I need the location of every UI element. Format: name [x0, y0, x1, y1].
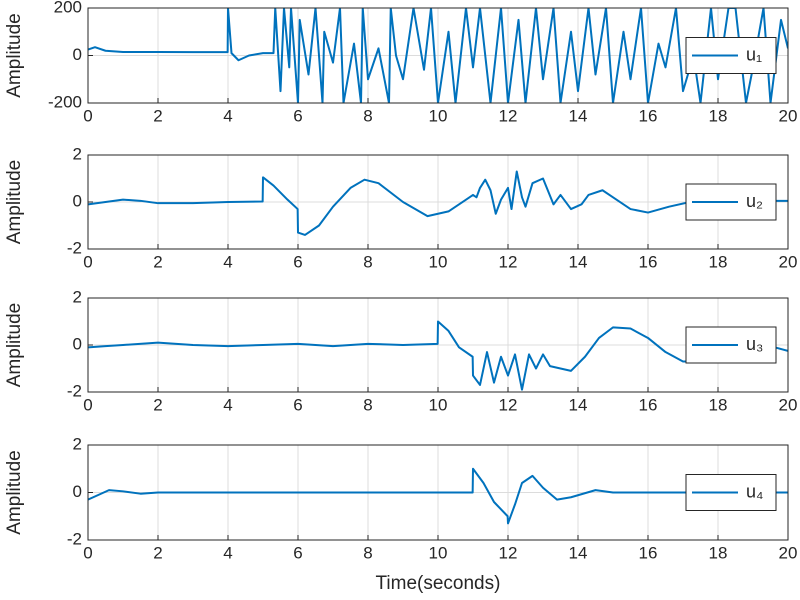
y-axis-label: Amplitude [4, 303, 25, 388]
data-line [88, 8, 788, 103]
y-tick-label: 2 [73, 434, 82, 453]
x-tick-label: 8 [363, 252, 372, 271]
data-line [88, 170, 788, 236]
x-tick-label: 6 [293, 252, 302, 271]
x-tick-label: 12 [499, 395, 518, 414]
x-tick-label: 18 [709, 395, 728, 414]
x-tick-label: 18 [709, 252, 728, 271]
y-tick-label: -2 [67, 381, 82, 400]
x-tick-label: 4 [223, 543, 232, 562]
x-tick-label: 20 [779, 106, 798, 125]
axes-frame [87, 444, 789, 541]
x-tick-label: 2 [153, 543, 162, 562]
y-tick-label: 2 [73, 144, 82, 163]
x-tick-label: 12 [499, 252, 518, 271]
x-tick-label: 2 [153, 106, 162, 125]
x-tick-label: 12 [499, 543, 518, 562]
x-tick-label: 2 [153, 395, 162, 414]
x-tick-label: 6 [293, 543, 302, 562]
y-tick-label: -2 [67, 529, 82, 548]
x-tick-label: 6 [293, 395, 302, 414]
x-tick-label: 16 [639, 106, 658, 125]
data-line [88, 467, 788, 525]
x-tick-label: 14 [569, 252, 588, 271]
subplot: 0 2 4 6 8 10 12 14 16 18 20-202AmplitudeTime(secon… [4, 434, 797, 594]
axes-frame [87, 297, 789, 393]
y-axis-label: Amplitude [4, 450, 25, 535]
y-axis-label: Amplitude [4, 13, 25, 98]
x-tick-label: 14 [569, 395, 588, 414]
x-tick-label: 6 [293, 106, 302, 125]
y-tick-label: 200 [54, 0, 82, 16]
x-tick-label: 14 [569, 543, 588, 562]
x-tick-label: 16 [639, 395, 658, 414]
x-tick-label: 4 [223, 106, 232, 125]
y-tick-label: 0 [73, 191, 82, 210]
x-tick-label: 10 [429, 543, 448, 562]
x-tick-label: 0 [83, 543, 92, 562]
legend-label: u₃ [746, 334, 763, 354]
axes-frame [87, 154, 789, 250]
x-tick-label: 18 [709, 106, 728, 125]
x-tick-label: 4 [223, 252, 232, 271]
x-tick-label: 8 [363, 106, 372, 125]
x-tick-label: 8 [363, 395, 372, 414]
x-tick-label: 0 [83, 395, 92, 414]
y-axis-label: Amplitude [4, 160, 25, 245]
x-tick-label: 0 [83, 106, 92, 125]
x-tick-label: 0 [83, 252, 92, 271]
x-tick-label: 14 [569, 106, 588, 125]
y-tick-label: 2 [73, 287, 82, 306]
x-tick-label: 10 [429, 395, 448, 414]
y-tick-label: -2 [67, 238, 82, 257]
x-tick-label: 18 [709, 543, 728, 562]
y-tick-label: 0 [73, 482, 82, 501]
x-tick-label: 16 [639, 252, 658, 271]
x-tick-label: 10 [429, 252, 448, 271]
data-line [88, 320, 788, 391]
legend-label: u₄ [746, 481, 763, 501]
x-tick-label: 20 [779, 395, 798, 414]
x-tick-label: 20 [779, 252, 798, 271]
x-tick-label: 12 [499, 106, 518, 125]
axes-frame [87, 7, 789, 104]
x-tick-label: 10 [429, 106, 448, 125]
x-axis-label: Time(seconds) [376, 573, 501, 594]
x-tick-label: 8 [363, 543, 372, 562]
legend-label: u₁ [746, 44, 762, 64]
y-tick-label: -200 [48, 92, 82, 111]
y-tick-label: 0 [73, 334, 82, 353]
x-tick-label: 2 [153, 252, 162, 271]
y-tick-label: 0 [73, 45, 82, 64]
x-tick-label: 4 [223, 395, 232, 414]
x-tick-label: 16 [639, 543, 658, 562]
legend-label: u₂ [746, 191, 763, 211]
x-tick-label: 20 [779, 543, 798, 562]
